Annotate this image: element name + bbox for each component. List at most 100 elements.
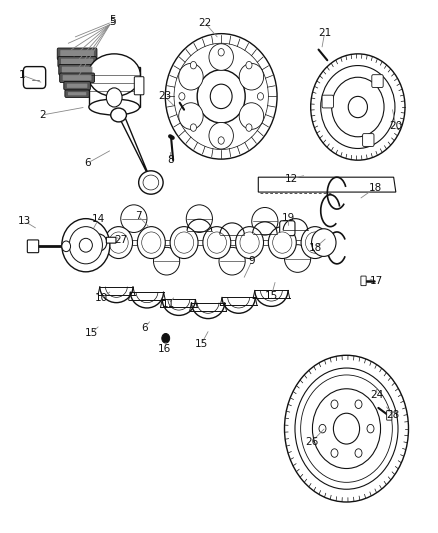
Text: 6: 6 [141,322,148,333]
Ellipse shape [285,245,311,272]
Ellipse shape [348,96,367,118]
Ellipse shape [219,247,245,275]
FancyBboxPatch shape [65,90,89,98]
Ellipse shape [79,238,92,252]
FancyBboxPatch shape [372,75,383,87]
Ellipse shape [139,171,163,194]
Circle shape [162,334,170,343]
Ellipse shape [179,103,203,130]
Polygon shape [115,112,157,184]
Text: 21: 21 [318,28,331,38]
Ellipse shape [186,205,212,232]
Text: 13: 13 [18,216,32,227]
Ellipse shape [285,356,409,502]
Ellipse shape [203,227,231,259]
Text: 23: 23 [158,91,171,101]
Text: 10: 10 [95,293,108,303]
Text: 26: 26 [305,437,318,447]
Circle shape [319,424,326,433]
FancyBboxPatch shape [68,92,86,95]
FancyBboxPatch shape [27,240,39,253]
Circle shape [258,93,264,100]
Ellipse shape [209,44,233,70]
Ellipse shape [333,413,360,444]
Circle shape [246,61,252,69]
Text: 18: 18 [369,183,382,193]
Ellipse shape [240,232,259,253]
Text: 28: 28 [386,410,399,421]
Ellipse shape [143,175,159,190]
Text: 5: 5 [109,17,115,27]
Ellipse shape [295,368,398,489]
Polygon shape [258,177,396,192]
Text: 15: 15 [85,328,98,338]
Circle shape [331,449,338,457]
Text: 12: 12 [284,174,298,184]
FancyBboxPatch shape [57,48,97,60]
Circle shape [355,400,362,408]
FancyBboxPatch shape [62,67,92,73]
Ellipse shape [236,227,264,259]
Text: 20: 20 [389,120,403,131]
Ellipse shape [332,77,384,137]
Ellipse shape [197,70,245,123]
Ellipse shape [111,108,127,122]
FancyBboxPatch shape [60,50,94,58]
Ellipse shape [69,227,102,264]
Ellipse shape [207,232,226,253]
FancyBboxPatch shape [67,84,87,88]
Ellipse shape [239,103,264,130]
Ellipse shape [301,227,329,259]
Ellipse shape [170,227,198,259]
Ellipse shape [311,229,336,256]
Ellipse shape [153,247,180,275]
FancyBboxPatch shape [280,221,295,236]
Text: 11: 11 [162,298,175,309]
FancyBboxPatch shape [387,410,392,420]
Ellipse shape [179,63,203,90]
Ellipse shape [109,232,128,253]
Ellipse shape [239,63,264,90]
Ellipse shape [209,123,233,149]
Circle shape [218,49,224,56]
Text: 24: 24 [371,390,384,400]
Circle shape [331,400,338,408]
FancyBboxPatch shape [59,64,95,75]
Ellipse shape [252,207,278,235]
Circle shape [62,241,71,252]
Ellipse shape [305,232,325,253]
Ellipse shape [321,66,395,149]
Ellipse shape [311,54,405,160]
Ellipse shape [105,227,133,259]
Text: 16: 16 [158,344,171,354]
FancyBboxPatch shape [61,59,93,65]
Text: 5: 5 [109,15,115,26]
Circle shape [106,88,122,107]
Ellipse shape [268,227,296,259]
FancyBboxPatch shape [60,73,95,83]
Text: 14: 14 [92,214,106,224]
Ellipse shape [174,43,268,150]
Circle shape [191,124,197,131]
FancyBboxPatch shape [63,75,92,80]
Text: 22: 22 [198,18,212,28]
FancyBboxPatch shape [361,276,366,286]
Ellipse shape [142,232,161,253]
Ellipse shape [300,375,392,482]
Ellipse shape [210,84,232,109]
Ellipse shape [62,219,110,272]
FancyBboxPatch shape [23,67,46,88]
Text: 27: 27 [114,235,127,245]
FancyBboxPatch shape [64,82,90,90]
Ellipse shape [312,389,381,469]
Ellipse shape [89,99,140,115]
Text: 9: 9 [248,256,255,266]
Circle shape [191,61,197,69]
Circle shape [355,449,362,457]
Circle shape [218,137,224,144]
Text: 7: 7 [135,211,141,221]
FancyBboxPatch shape [89,67,140,107]
FancyBboxPatch shape [134,77,144,95]
Text: 18: 18 [308,243,321,253]
Text: 1: 1 [18,70,25,80]
